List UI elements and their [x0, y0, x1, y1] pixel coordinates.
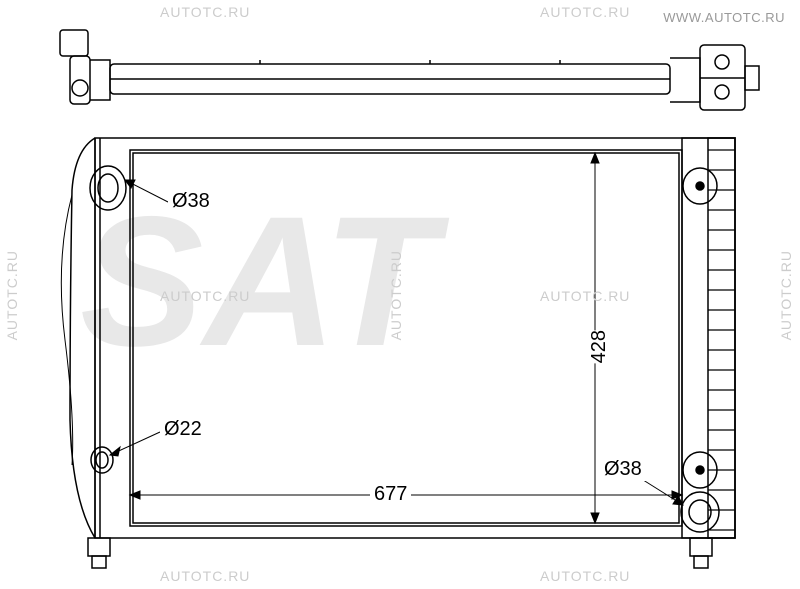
top-view	[60, 30, 759, 110]
dim-width: 677	[370, 483, 411, 506]
dim-port-bottom-right: Ø38	[600, 458, 646, 481]
dim-height: 428	[584, 330, 615, 363]
dim-port-bottom-left: Ø22	[160, 418, 206, 441]
right-tank-fins	[682, 138, 735, 538]
url-watermark: WWW.AUTOTC.RU	[663, 10, 785, 25]
fins	[708, 150, 735, 530]
big-watermark: SAT	[80, 179, 450, 385]
dim-port-top-left: Ø38	[168, 190, 214, 213]
